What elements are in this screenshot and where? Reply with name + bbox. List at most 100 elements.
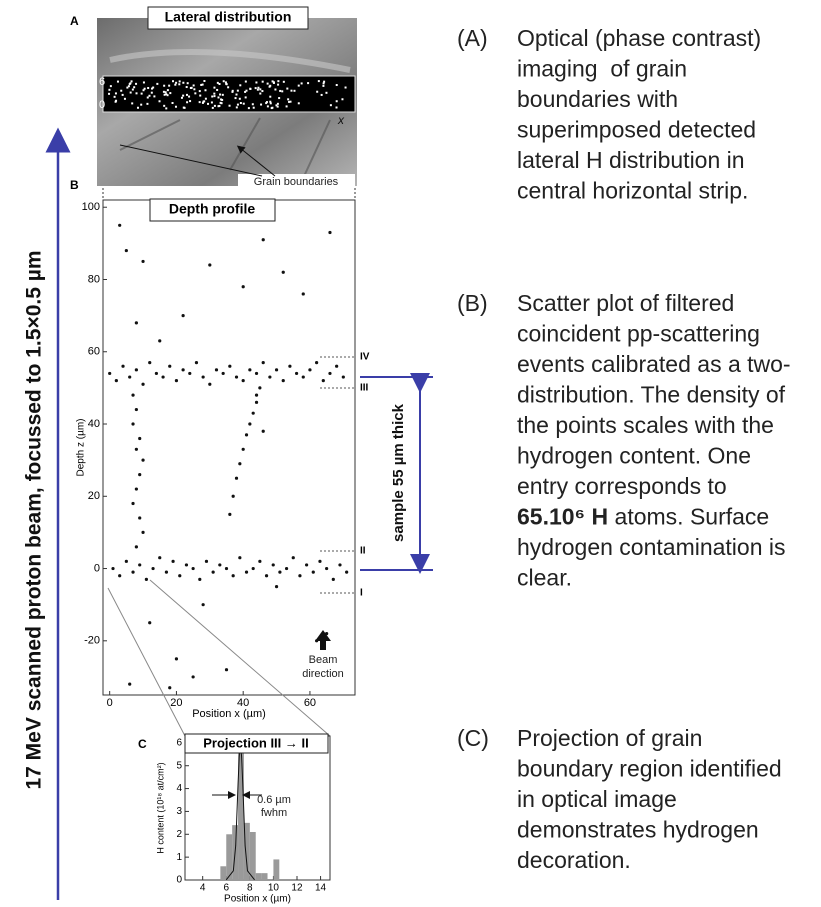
description-line: events calibrated as a two- [517, 351, 791, 377]
strip-dot [281, 90, 284, 93]
strip-dot [261, 80, 264, 83]
annotation-box [238, 174, 355, 189]
strip-dot [135, 92, 138, 95]
point [335, 364, 339, 368]
strip-dot [188, 95, 191, 98]
point [254, 393, 259, 397]
point [244, 433, 249, 437]
description-line: boundaries with [517, 86, 678, 112]
strip-dot [123, 97, 126, 100]
point [254, 400, 259, 404]
description-line: in optical image [517, 786, 677, 812]
strip-dot [256, 88, 259, 91]
panel-label: A [70, 14, 79, 28]
description-line: entry corresponds to [517, 473, 727, 499]
x-tick-label: 6 [223, 883, 229, 894]
point [311, 570, 315, 574]
point [258, 559, 262, 563]
point [128, 682, 132, 686]
strip-dot [178, 80, 181, 83]
strip-dot [147, 87, 150, 90]
x-tick-label: 8 [247, 883, 253, 894]
strip-dot [231, 89, 234, 92]
point [208, 382, 212, 386]
point [184, 563, 189, 567]
strip-dot [300, 82, 303, 85]
strip-dot [249, 87, 252, 90]
point [128, 375, 132, 379]
bold-text: 65.10⁶ H [517, 504, 608, 530]
strip-dot [204, 97, 207, 100]
bar [273, 859, 280, 880]
strip-dot [140, 103, 143, 106]
point [191, 675, 195, 679]
strip-dot [218, 104, 221, 107]
point [271, 563, 275, 567]
x-tick-label: 0 [107, 697, 113, 709]
strip-dot [261, 90, 264, 93]
strip-dot [274, 88, 277, 91]
point [254, 371, 259, 376]
description-line: hydrogen content. One [517, 443, 751, 469]
point [131, 570, 135, 574]
strip-dot [265, 101, 268, 104]
point [258, 386, 262, 390]
strip-dot [198, 101, 201, 104]
strip-dot [221, 98, 224, 101]
x-tick-label: 12 [291, 883, 303, 894]
description-line: central horizontal strip. [517, 178, 748, 204]
point [138, 436, 142, 441]
point [341, 375, 345, 379]
point [191, 566, 195, 571]
strip-dot [244, 90, 247, 93]
x-tick-label: 20 [170, 697, 182, 709]
bar [249, 832, 256, 880]
description-text: atoms. Surface [608, 504, 769, 530]
strip-dot [286, 87, 289, 90]
strip-dot [185, 86, 188, 89]
strip-dot [287, 98, 290, 101]
strip-dot [175, 81, 178, 84]
point [241, 447, 245, 451]
strip-dot [121, 93, 124, 96]
strip-dot [151, 87, 154, 90]
description-line: hydrogen contamination is [517, 534, 786, 560]
point [291, 556, 295, 560]
strip-dot [282, 80, 285, 83]
strip-dot [341, 98, 344, 101]
point [278, 570, 282, 574]
strip-dot [266, 105, 269, 108]
strip-dot [307, 82, 310, 85]
point [298, 574, 302, 578]
strip-dot [325, 91, 328, 94]
y-tick-label: 5 [176, 760, 182, 771]
strip-dot [182, 94, 185, 97]
strip-dot [115, 99, 118, 102]
point [228, 364, 232, 368]
annotation: Beam [309, 654, 338, 666]
strip-dot [166, 89, 169, 92]
strip-dot [201, 101, 204, 104]
point [234, 375, 239, 379]
description-letter: (C) [457, 725, 489, 751]
point [301, 375, 305, 379]
y-axis-label: Depth z (µm) [76, 419, 87, 477]
strip-dot [162, 90, 165, 93]
y-tick-label: 60 [88, 346, 100, 358]
description-line: superimposed detected [517, 117, 756, 143]
point [148, 621, 152, 625]
strip-dot [222, 80, 225, 83]
strip-dot [266, 82, 269, 85]
description-line: boundary region identified [517, 756, 782, 782]
strip-dot [126, 86, 129, 89]
panel-title: Lateral distribution [165, 9, 292, 25]
strip-dot [244, 80, 247, 83]
y-tick-label: 80 [88, 273, 100, 285]
y-axis-label: H content (10¹⁸ at/cm²) [155, 762, 165, 853]
strip-dot [220, 102, 223, 105]
point [148, 360, 152, 365]
y-tick-label: 100 [82, 201, 100, 213]
strip-dot [265, 102, 268, 105]
point [305, 563, 309, 567]
